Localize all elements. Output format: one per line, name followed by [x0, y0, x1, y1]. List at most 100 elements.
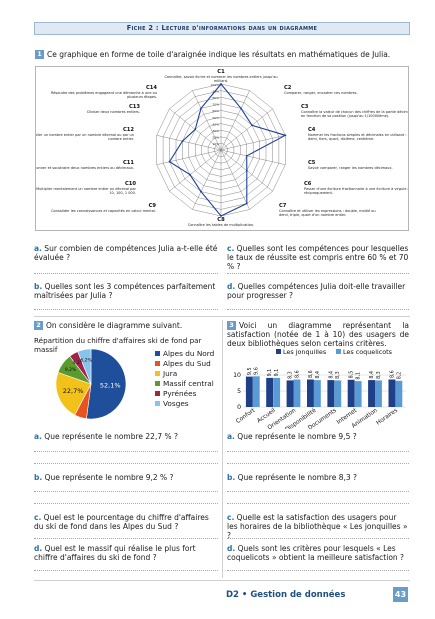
- answer-line: [227, 451, 409, 452]
- pie-data-label: 9,2%: [65, 367, 77, 373]
- radar-tick-label: 70%: [212, 103, 219, 107]
- bar: [245, 376, 253, 407]
- answer-line: [227, 463, 409, 464]
- radar-spoke: [220, 108, 273, 151]
- worksheet-header: Fiche 2 : Lecture d'informations dans un…: [34, 22, 410, 35]
- bar: [354, 381, 362, 407]
- competence-code: C5: [308, 160, 316, 166]
- bar-data-label: 8,4: [369, 371, 375, 379]
- radar-tick-label: 30%: [212, 129, 219, 133]
- legend-swatch: [155, 370, 160, 376]
- legend-label: Jura: [163, 368, 178, 378]
- competence-code: C3: [301, 104, 309, 110]
- bar: [327, 380, 335, 407]
- answer-line: [227, 309, 409, 310]
- legend-swatch: [155, 350, 160, 356]
- question-3d: d. Quels sont les critères pour lesquels…: [227, 544, 405, 562]
- radar-point: [245, 169, 248, 172]
- radar-point: [245, 202, 248, 205]
- radar-spoke: [220, 90, 250, 151]
- radar-tick-label: 100%: [210, 83, 219, 87]
- pie-chart-svg: 52,1% 22,7% 9,2%4,2%6,2%: [55, 348, 127, 420]
- pie-legend-item: Pyrénées: [155, 388, 221, 398]
- radar-point: [189, 173, 191, 176]
- footer-divider: [34, 580, 410, 581]
- answer-line: [34, 570, 218, 571]
- chapter-label: D2 • Gestion de données: [226, 590, 346, 600]
- radar-spoke: [220, 135, 286, 151]
- page-number: 43: [393, 587, 408, 602]
- bar-data-label: 8,3: [335, 371, 341, 379]
- pie-legend-item: Alpes du Nord: [155, 348, 221, 358]
- radar-spoke: [192, 149, 222, 210]
- answer-line: [227, 273, 409, 274]
- question-3b: b. Que représente le nombre 8,3 ?: [227, 473, 357, 482]
- question-2d: d. Quel est le massif qui réalise le plu…: [34, 544, 196, 562]
- bar-data-label: 8,4: [328, 371, 334, 379]
- pie-legend-item: Massif central: [155, 378, 221, 388]
- bar-data-label: 8,6: [389, 370, 395, 378]
- answer-line: [34, 491, 218, 492]
- section-2-number: 2: [34, 321, 43, 330]
- competence-code: C10: [125, 181, 136, 187]
- competence-code: C9: [149, 203, 157, 209]
- bar-y-tick: 5: [237, 388, 241, 395]
- bar: [368, 380, 375, 407]
- competence-code: C6: [304, 181, 312, 187]
- worksheet-title: Fiche 2 : Lecture d'informations dans un…: [126, 24, 318, 32]
- legend-label: Pyrénées: [163, 388, 197, 398]
- radar-point: [181, 140, 184, 143]
- bar-chart: Les jonquilles Les coquelicots 0 5 10 9,5 9,6 C…: [228, 345, 408, 433]
- pie-data-label: 4,2%: [73, 360, 85, 366]
- competence-code: C11: [123, 160, 134, 166]
- legend-swatch: [155, 380, 160, 386]
- answer-line: [34, 463, 218, 464]
- bar: [334, 380, 342, 407]
- competence-description: Multiplier mentalement un nombre entier …: [36, 187, 136, 195]
- radar-point: [200, 190, 202, 193]
- competence-description: Passer d'une écriture fractionnaire à un…: [304, 187, 408, 195]
- radar-point: [200, 107, 202, 110]
- bar-data-label: 9,5: [247, 367, 253, 375]
- radar-spoke: [156, 149, 222, 165]
- bar-data-label: 8,3: [288, 371, 294, 379]
- bar: [388, 379, 396, 407]
- bar: [273, 377, 281, 407]
- radar-chart: 10% 20% 30% 40% 50% 60% 70% 80% 90% 100% C1 Connaît…: [35, 66, 409, 231]
- bar: [286, 380, 294, 407]
- pie-chart: 52,1% 22,7% 9,2% 4,2% 6,2% Alpes du Nord Alpe…: [33, 345, 221, 423]
- bar-data-label: 8,3: [376, 371, 382, 379]
- pie-legend: Alpes du Nord Alpes du Sud Jura Massif cent…: [155, 348, 221, 408]
- bar: [252, 376, 260, 407]
- question-2c: c. Quel est le pourcentage du chiffre d'…: [34, 513, 209, 531]
- pie-legend-item: Alpes du Sud: [155, 358, 221, 368]
- section-2-intro: 2 On considère le diagramme suivant.: [34, 321, 218, 330]
- competence-code: C1: [217, 69, 225, 75]
- competence-description: Consolider les connaissances et capacité…: [51, 209, 156, 213]
- competence-code: C13: [129, 104, 140, 110]
- radar-tick-label: 50%: [212, 116, 219, 120]
- pie-slice: [55, 371, 92, 416]
- bar-y-tick: 10: [233, 372, 241, 379]
- bar-legend-swatch: [276, 349, 281, 354]
- radar-chart-svg: 10%20%30%40%50%60%70%80%90%100%C1Connaît…: [36, 69, 408, 227]
- pie-chart-title: Répartition du chiffre d'affaires ski de…: [34, 336, 202, 354]
- radar-tick-label: 20%: [212, 136, 219, 140]
- competence-code: C2: [284, 85, 292, 91]
- competence-description: Savoir comparer, ranger les nombres déci…: [308, 166, 393, 170]
- radar-point: [194, 128, 197, 131]
- answer-line: [227, 570, 409, 571]
- question-2a: a. Que représente le nombre 22,7 % ?: [34, 432, 178, 441]
- radar-point: [220, 215, 222, 217]
- pie-data-label: 52,1%: [100, 381, 121, 389]
- competence-description: Additionner et soustraire deux nombres e…: [36, 166, 134, 170]
- legend-label: Massif central: [163, 378, 214, 388]
- competence-code: C7: [279, 203, 287, 209]
- competence-description: Comparer, ranger, encadrer ces nombres.: [284, 91, 358, 95]
- radar-spoke: [192, 90, 222, 151]
- bar: [313, 380, 321, 407]
- section-1-text: Ce graphique en forme de toile d'araigné…: [47, 50, 391, 59]
- radar-point: [251, 124, 253, 127]
- question-2b: b. Que représente le nombre 9,2 % ?: [34, 473, 174, 482]
